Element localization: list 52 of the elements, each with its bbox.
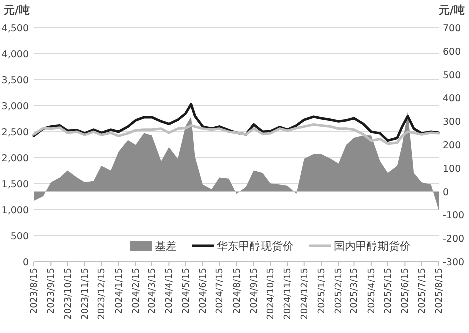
y-tick-label: 4,500 xyxy=(2,24,29,34)
legend-label: 华东甲醇现货价 xyxy=(217,240,294,253)
x-tick-label: 2024/10/15 xyxy=(266,268,277,320)
y2-tick-label: 200 xyxy=(443,140,462,152)
x-tick-label: 2025/6/15 xyxy=(401,268,412,314)
y-tick-label: 4,000 xyxy=(2,50,29,60)
x-tick-label: 2024/9/15 xyxy=(250,268,260,314)
x-tick-label: 2024/5/15 xyxy=(182,268,192,314)
x-tick-label: 2025/3/15 xyxy=(350,268,360,314)
y-tick-label: 1,500 xyxy=(2,180,29,190)
y2-tick-label: -300 xyxy=(443,258,465,268)
x-tick-label: 2023/12/15 xyxy=(98,268,108,320)
x-tick-label: 2025/2/15 xyxy=(334,268,345,314)
x-tick-label: 2025/4/15 xyxy=(367,268,378,314)
y-tick-label: 3,500 xyxy=(2,76,29,86)
x-tick-label: 2024/7/15 xyxy=(216,268,226,314)
y2-tick-label: -100 xyxy=(443,210,465,222)
x-tick-label: 2023/10/15 xyxy=(64,268,74,320)
line-series xyxy=(32,123,440,146)
y2-tick-label: 300 xyxy=(443,117,462,128)
x-tick-label: 2023/8/15 xyxy=(30,268,40,314)
x-tick-label: 2025/5/15 xyxy=(384,268,394,314)
y2-tick-label: 0 xyxy=(443,187,450,198)
x-tick-label: 2024/4/15 xyxy=(165,268,176,314)
y-axis-title: 元/吨 xyxy=(3,4,30,17)
x-tick-label: 2024/2/15 xyxy=(132,268,142,314)
x-tick-label: 2025/1/15 xyxy=(318,268,328,314)
y-tick-label: 2,000 xyxy=(2,154,29,164)
x-tick-label: 2024/11/15 xyxy=(284,268,294,320)
x-tick-label: 2023/9/15 xyxy=(47,268,58,314)
legend-label: 基差 xyxy=(155,240,177,253)
y-tick-label: 0 xyxy=(22,258,29,268)
y-tick-label: 1,000 xyxy=(2,206,29,216)
y2-tick-label: 400 xyxy=(443,94,462,105)
x-tick-label: 2024/1/15 xyxy=(114,268,125,314)
y2-tick-label: 700 xyxy=(443,24,462,34)
y2-tick-label: 600 xyxy=(443,46,462,58)
y2-tick-label: 500 xyxy=(443,70,462,82)
y2-tick-label: 100 xyxy=(443,164,462,175)
x-tick-label: 2025/7/15 xyxy=(418,268,428,314)
y-tick-label: 2,500 xyxy=(2,128,29,138)
x-tick-label: 2024/3/15 xyxy=(148,268,158,314)
y2-tick-label: -200 xyxy=(443,234,465,246)
x-tick-label: 2024/12/15 xyxy=(300,268,310,320)
x-tick-label: 2023/11/15 xyxy=(80,268,91,320)
x-tick-label: 2024/6/15 xyxy=(198,268,209,314)
y-tick-label: 3,000 xyxy=(2,102,29,112)
legend-label: 国内甲醇期货价 xyxy=(334,240,411,253)
y2-axis-title: 元/吨 xyxy=(438,4,465,17)
x-tick-label: 2024/8/15 xyxy=(232,268,243,314)
x-tick-label: 2025/8/15 xyxy=(435,268,445,314)
y-tick-label: 500 xyxy=(10,232,29,242)
